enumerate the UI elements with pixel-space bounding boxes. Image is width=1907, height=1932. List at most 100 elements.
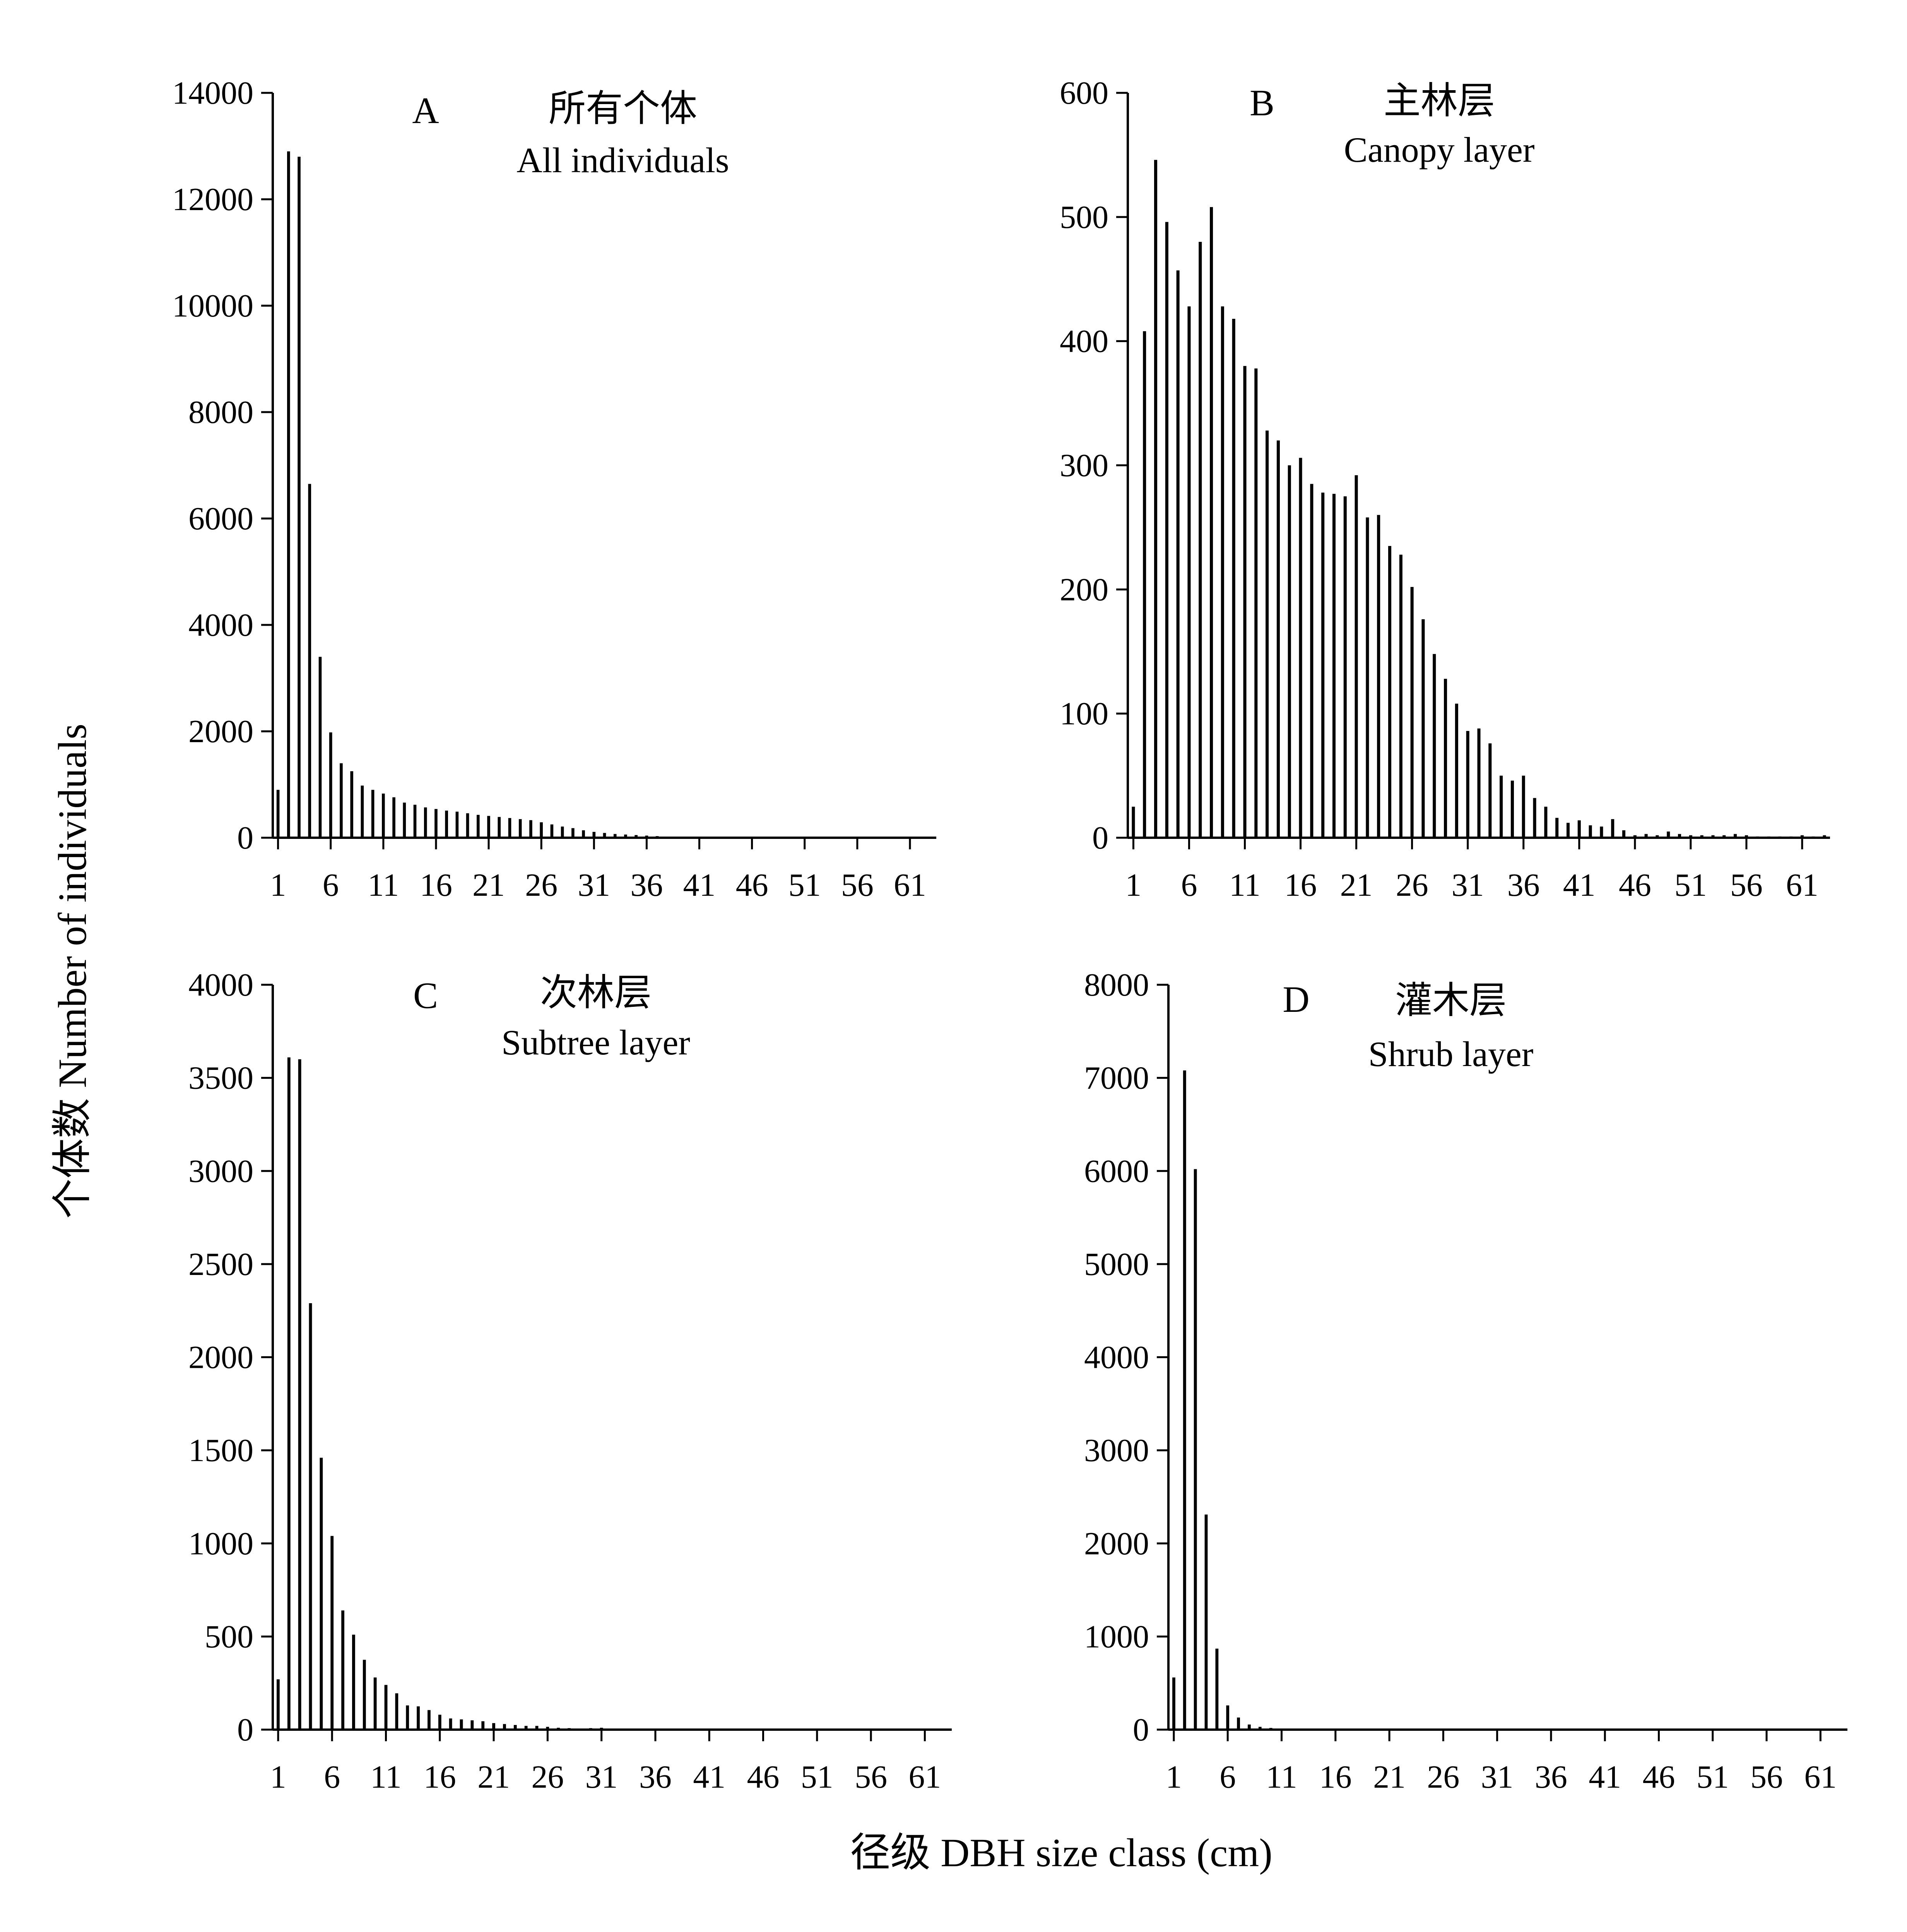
panel-a-bars [276,151,933,838]
panel-c-subtitle: Subtree layer [501,1023,690,1062]
panel-b-bar [1800,835,1804,838]
panel-a-bar [329,732,332,838]
panel-d-x-tick-label: 1 [1166,1759,1182,1795]
panel-b-y-tick-label: 200 [1060,572,1108,607]
panel-a-bar [719,837,722,838]
panel-c-x-tick-label: 56 [855,1759,887,1795]
panel-d-x-tick-label: 31 [1481,1759,1514,1795]
panel-c-x-tick-label: 31 [585,1759,618,1795]
y-axis-title: 个体数 Number of individuals [50,724,95,1219]
panel-b-x-tick-label: 11 [1229,867,1261,903]
panel-a-bar [645,835,648,838]
panel-c-y-tick-label: 2000 [188,1340,253,1376]
panel-b-bar [1176,270,1180,838]
panel-b-x-tick-label: 61 [1786,867,1818,903]
panel-a-bar [761,837,764,838]
panel-a-y-tick-label: 14000 [172,75,253,111]
panel-c-bar [535,1726,539,1730]
panel-c-bar [330,1536,334,1730]
panel-c-x-tick-label: 6 [324,1759,340,1795]
panel-a-bar [729,837,732,838]
panel-d-x-tick-label: 36 [1535,1759,1567,1795]
panel-b-bar [1288,465,1291,838]
panel-a-bar [361,785,364,838]
panel-b-bar [1254,368,1258,838]
panel-d-x-tick-label: 11 [1266,1759,1297,1795]
panel-b-x-tick-label: 26 [1396,867,1428,903]
panel-b-x-tick-label: 51 [1674,867,1707,903]
panel-b-x-tick-label: 6 [1181,867,1197,903]
panel-b-bar [1600,827,1603,838]
panel-a-bar [350,771,353,838]
panel-c-bar [772,1728,776,1730]
panel-d-x-tick-label: 51 [1697,1759,1729,1795]
panel-d-bar [1291,1728,1294,1730]
panel-c-x-tick-label: 41 [693,1759,725,1795]
panel-b-bar [1555,818,1559,838]
panel-c-bar [470,1720,474,1730]
panel-d-y-tick-label: 6000 [1084,1153,1149,1189]
panel-a-bar [529,820,532,838]
panel-c-bar [664,1728,668,1730]
panel-d-y-tick-label: 1000 [1084,1619,1149,1655]
panel-a-y-tick-label: 0 [237,820,253,856]
panel-c-axes [272,985,952,1731]
panel-b-x-tick-label: 31 [1452,867,1484,903]
panel-b-bar [1811,836,1815,838]
panel-b-bar [1210,207,1213,838]
panel-a-bar [298,157,301,838]
panel-a-y-tick-label: 4000 [188,607,253,643]
panel-a-bar [666,837,669,838]
panel-b-bar [1488,743,1492,838]
panel-b-bar [1232,318,1235,838]
panel-b-bar [1355,475,1358,838]
panel-b-bar [1366,517,1369,838]
panel-d-bars [1172,1070,1370,1730]
panel-d-x-tick-label: 61 [1804,1759,1837,1795]
panel-b-bar [1756,836,1759,838]
panel-b-bar [1243,366,1247,838]
panel-b-bar [1455,703,1458,838]
panel-a-bar [750,837,754,838]
panel-b-bar [1722,835,1726,838]
panel-a-axes [272,93,936,839]
panel-d-bar [1194,1169,1197,1730]
panel-a-bar [887,837,891,838]
panel-b-bars [1132,160,1826,838]
panel-a-x-tick-label: 6 [323,867,339,903]
panel-a-bar [624,834,627,838]
panel-a-bar [518,819,522,838]
panel-a-x-tick-label: 21 [472,867,505,903]
panel-b-bar [1700,835,1703,838]
panel-b-x-tick-label: 1 [1125,867,1141,903]
panel-d-bar [1204,1514,1208,1730]
panel-b-y-tick-label: 300 [1060,448,1108,484]
panel-a-bar [413,804,417,838]
panel-c-y-tick-label: 3000 [188,1153,253,1189]
panel-c-x-tick-label: 46 [747,1759,780,1795]
panel-a-bar [276,790,280,838]
panel-b-bar [1143,331,1146,838]
x-axis-title: 径级 DBH size class (cm) [850,1831,1272,1875]
panel-c-bar [568,1728,571,1730]
panel-c-x-tick-label: 36 [639,1759,672,1795]
panel-c-bars [277,1057,776,1730]
panel-d-bar [1226,1705,1230,1730]
panel-a-bar [561,827,564,838]
panel-a-x-tick-label: 36 [630,867,663,903]
panel-b-bar [1510,780,1514,838]
panel-c-bar [675,1728,679,1730]
panel-b-y-tick-label: 600 [1060,75,1108,111]
panel-c-bar [320,1458,323,1730]
panel-b-bar [1321,493,1325,838]
panel-d-x-tick-label: 6 [1219,1759,1236,1795]
panel-b-x-tick-label: 21 [1340,867,1373,903]
panel-a-y-tick-label: 2000 [188,714,253,750]
panel-a-bar [866,837,869,838]
panel-b-bar [1421,619,1425,838]
panel-d-y-tick-label: 2000 [1084,1526,1149,1562]
panel-c-y-tick-label: 2500 [188,1246,253,1282]
